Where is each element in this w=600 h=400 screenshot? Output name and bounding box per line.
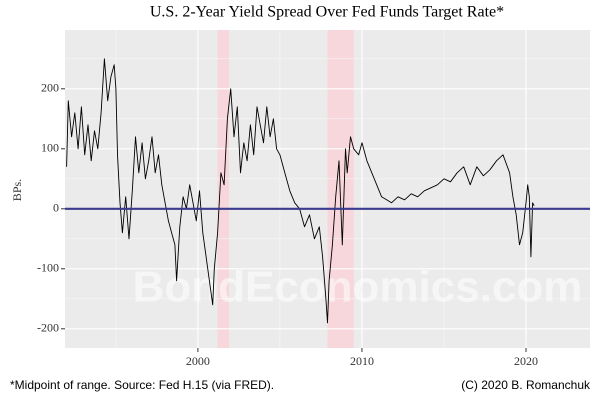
y-tick-label: -200 <box>37 321 59 335</box>
x-tick-label: 2000 <box>186 354 210 368</box>
y-tick-label: 200 <box>41 81 59 95</box>
y-tick-label: -100 <box>37 261 59 275</box>
x-tick-label: 2020 <box>514 354 538 368</box>
watermark: BondEconomics.com <box>133 263 583 312</box>
caption-right: (C) 2020 B. Romanchuk <box>461 378 591 392</box>
recession-shade <box>217 30 230 348</box>
caption-left: *Midpoint of range. Source: Fed H.15 (vi… <box>10 378 274 392</box>
recession-shade <box>327 30 354 348</box>
y-axis-label: BPs. <box>10 179 24 201</box>
y-tick-label: 100 <box>41 141 59 155</box>
y-tick-label: 0 <box>53 201 59 215</box>
x-tick-label: 2010 <box>350 354 374 368</box>
chart-title: U.S. 2-Year Yield Spread Over Fed Funds … <box>150 4 504 21</box>
series-line <box>66 58 535 324</box>
